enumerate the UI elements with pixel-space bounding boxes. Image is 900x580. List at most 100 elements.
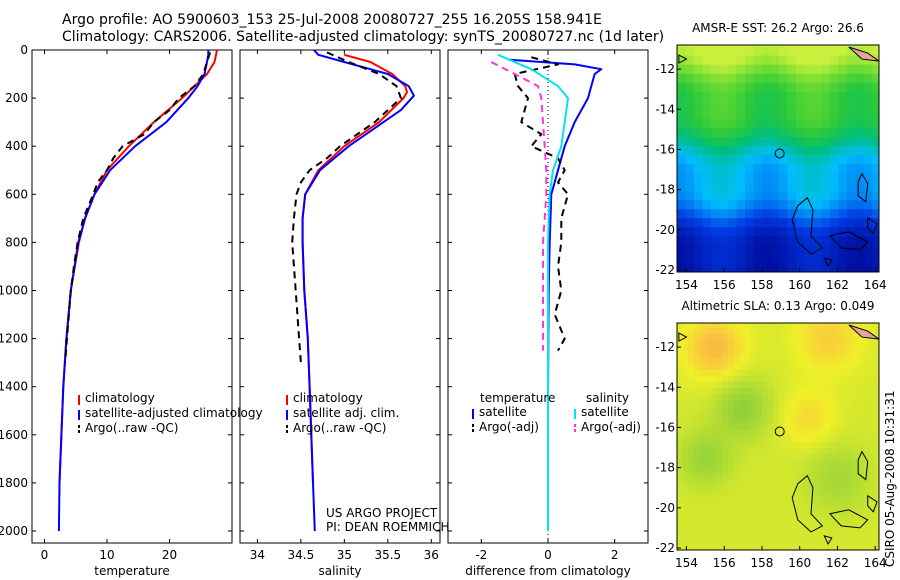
map-cell	[762, 507, 769, 515]
map-cell	[795, 199, 805, 210]
map-cell	[719, 172, 729, 183]
map-cell	[846, 217, 856, 228]
map-cell	[745, 73, 755, 83]
map-cell	[829, 465, 837, 473]
map-cell	[728, 513, 735, 521]
map-cell	[778, 525, 786, 533]
map-cell	[688, 471, 695, 479]
series-line-argo-raw-qc-	[291, 51, 402, 363]
map-cell	[756, 399, 763, 406]
map-cell	[804, 163, 814, 174]
map-cell	[756, 423, 763, 430]
map-cell	[736, 91, 746, 101]
map-cell	[677, 429, 684, 437]
map-cell	[770, 109, 780, 119]
map-cell	[750, 531, 757, 539]
map-cell	[756, 513, 763, 521]
x-tick-label: 35.5	[374, 548, 401, 562]
map-cell	[682, 471, 689, 479]
map-cell	[863, 339, 871, 346]
map-cell	[804, 45, 814, 47]
map-cell	[756, 544, 763, 550]
map-cell	[835, 483, 842, 491]
timestamp-footer: CSIRO 05-Aug-2008 10:31:31	[883, 391, 897, 567]
map-cell	[688, 369, 695, 376]
map-cell	[801, 471, 808, 479]
map-cell	[762, 519, 769, 527]
map-cell	[858, 465, 865, 473]
map-cell	[807, 537, 814, 545]
coastline	[823, 535, 833, 546]
map-cell	[705, 393, 712, 400]
map-cell	[812, 154, 822, 165]
map-cell	[818, 333, 825, 340]
map-cell	[762, 45, 772, 47]
map-cell	[762, 136, 772, 146]
map-cell	[750, 471, 757, 479]
map-cell	[795, 109, 805, 119]
map-cell	[694, 375, 701, 382]
map-cell	[745, 64, 755, 74]
map-cell	[790, 357, 797, 364]
map-cell	[787, 82, 797, 92]
map-cell	[767, 531, 774, 539]
map-cell	[795, 253, 805, 264]
map-cell	[801, 429, 808, 437]
map-cell	[812, 423, 820, 430]
map-cell	[677, 208, 687, 219]
map-cell	[784, 411, 791, 418]
map-cell	[829, 459, 837, 467]
map-cell	[719, 199, 729, 210]
map-cell	[841, 544, 848, 550]
map-cell	[756, 435, 763, 443]
map-cell	[872, 253, 879, 264]
map-cell	[699, 513, 706, 521]
map-cell	[869, 489, 876, 497]
map-cell	[869, 429, 876, 437]
map-cell	[846, 459, 854, 467]
map-cell	[716, 477, 723, 485]
map-cell	[694, 263, 704, 272]
map-cell	[722, 465, 729, 473]
map-cell	[756, 369, 763, 376]
map-cell	[855, 127, 865, 137]
map-cell	[677, 333, 684, 340]
map-cell	[762, 435, 769, 443]
argo-position-marker	[774, 426, 785, 437]
map-cell	[694, 163, 704, 174]
map-cell	[829, 217, 839, 228]
map-cell	[846, 501, 854, 509]
map-cell	[795, 357, 803, 364]
map-cell	[705, 381, 712, 388]
map-cell	[829, 118, 839, 128]
map-cell	[790, 363, 797, 370]
x-tick-label: 164	[864, 278, 887, 292]
map-cell	[829, 447, 837, 455]
map-cell	[841, 465, 848, 473]
map-cell	[773, 513, 780, 521]
map-cell	[818, 477, 825, 485]
map-cell	[770, 45, 780, 47]
map-cell	[841, 381, 848, 388]
map-cell	[869, 531, 876, 539]
map-cell	[677, 327, 684, 334]
map-cell	[767, 483, 774, 491]
land-patch	[848, 324, 879, 340]
map-cell	[807, 429, 814, 437]
map-cell	[835, 345, 842, 352]
sla-map: 154 156 158 160 162 164-12-14-16-18-20-22Alti…	[655, 299, 886, 570]
map-cell	[728, 226, 738, 237]
map-cell	[821, 73, 831, 83]
map-cell	[753, 172, 763, 183]
map-cell	[722, 471, 729, 479]
map-cell	[682, 459, 689, 467]
map-cell	[846, 544, 854, 550]
map-cell	[750, 537, 757, 545]
map-cell	[699, 477, 706, 485]
map-cell	[677, 544, 684, 550]
map-cell	[739, 323, 746, 328]
map-cell	[824, 465, 831, 473]
map-cell	[682, 489, 689, 497]
map-cell	[762, 393, 769, 400]
map-cell	[750, 513, 757, 521]
